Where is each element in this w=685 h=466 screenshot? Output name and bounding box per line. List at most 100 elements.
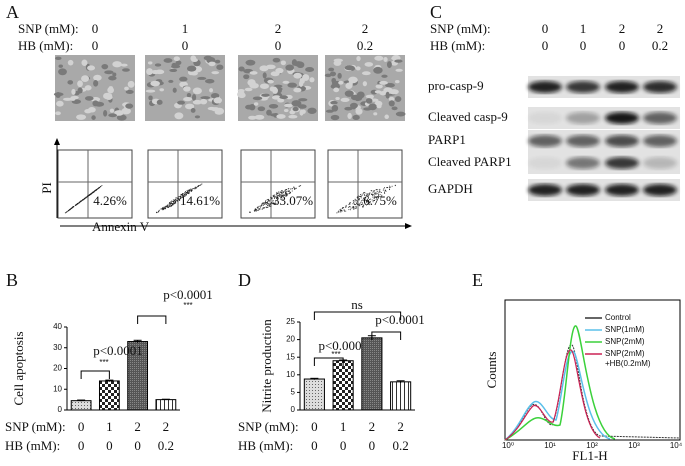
x-tick-label: 0 [106,438,113,453]
event [87,195,89,197]
event [82,199,84,201]
cell [249,71,258,75]
event [268,202,270,204]
event [369,202,371,204]
event [272,201,274,203]
blot-strip [528,179,680,201]
event [361,199,363,201]
event [339,209,341,211]
cell [331,77,337,84]
cell [93,79,99,87]
event [168,203,170,205]
cell [163,58,173,63]
event [366,194,368,196]
event [340,208,342,210]
event [176,199,178,201]
event [353,206,355,208]
arrowhead [405,223,412,229]
condition-label: 2 [657,21,664,36]
y-tick-label: 20 [53,364,62,373]
event [374,194,376,196]
event [281,189,283,191]
row-label: HB (mM): [430,38,485,53]
event [298,185,300,187]
event [375,193,377,195]
cell [127,80,135,88]
y-tick-label: 10 [286,370,295,379]
event [280,194,282,196]
event [276,198,278,200]
blot-strip [528,107,680,129]
event [371,199,373,201]
event [362,198,364,200]
event [368,193,370,195]
event [284,190,286,192]
event [294,187,296,189]
cell [91,115,96,120]
event [191,188,193,190]
event [181,193,183,195]
band [643,112,677,124]
event [287,190,289,192]
cell [84,85,92,91]
cell [145,89,156,93]
event [376,191,378,193]
cell [172,87,177,93]
x-tick-label: 0 [340,438,347,453]
row-label: HB (mM): [18,38,73,53]
event [380,192,382,194]
event [358,198,360,200]
bar [70,400,92,411]
event [268,203,270,205]
cell [150,80,160,87]
cell [146,68,153,76]
event [166,206,168,208]
cell [92,100,99,107]
cell [70,96,76,101]
y-tick-label: 15 [286,352,295,361]
event [363,199,365,201]
event [360,200,362,202]
event [265,203,267,205]
cell [385,83,395,88]
event [167,204,169,206]
event [345,205,347,207]
cell [121,107,131,115]
cell [347,112,352,120]
event [267,207,269,209]
event [375,198,377,200]
cell [205,78,215,84]
event [90,193,92,195]
event [265,200,267,202]
event [293,186,295,188]
event [261,204,263,206]
event [88,194,90,196]
event [344,210,346,212]
condition-label: 1 [580,21,587,36]
event [187,191,189,193]
event [265,203,267,205]
event [253,209,255,211]
event [277,196,279,198]
event [357,202,359,204]
event [187,192,189,194]
event [370,190,372,192]
event [257,207,259,209]
event [354,204,356,206]
cell [81,75,90,82]
condition-label: 0 [542,38,549,53]
event [367,197,369,199]
event [374,192,376,194]
x-tick-label: 10² [586,441,598,450]
event [367,199,369,201]
event [363,197,365,199]
event [64,212,66,214]
flow-plot [147,149,223,219]
histogram-curve [504,325,616,441]
cell [291,100,302,107]
cell [277,98,285,103]
event [169,206,171,208]
event [157,211,159,213]
event [357,197,359,199]
percent-label: 4.26% [93,193,127,208]
